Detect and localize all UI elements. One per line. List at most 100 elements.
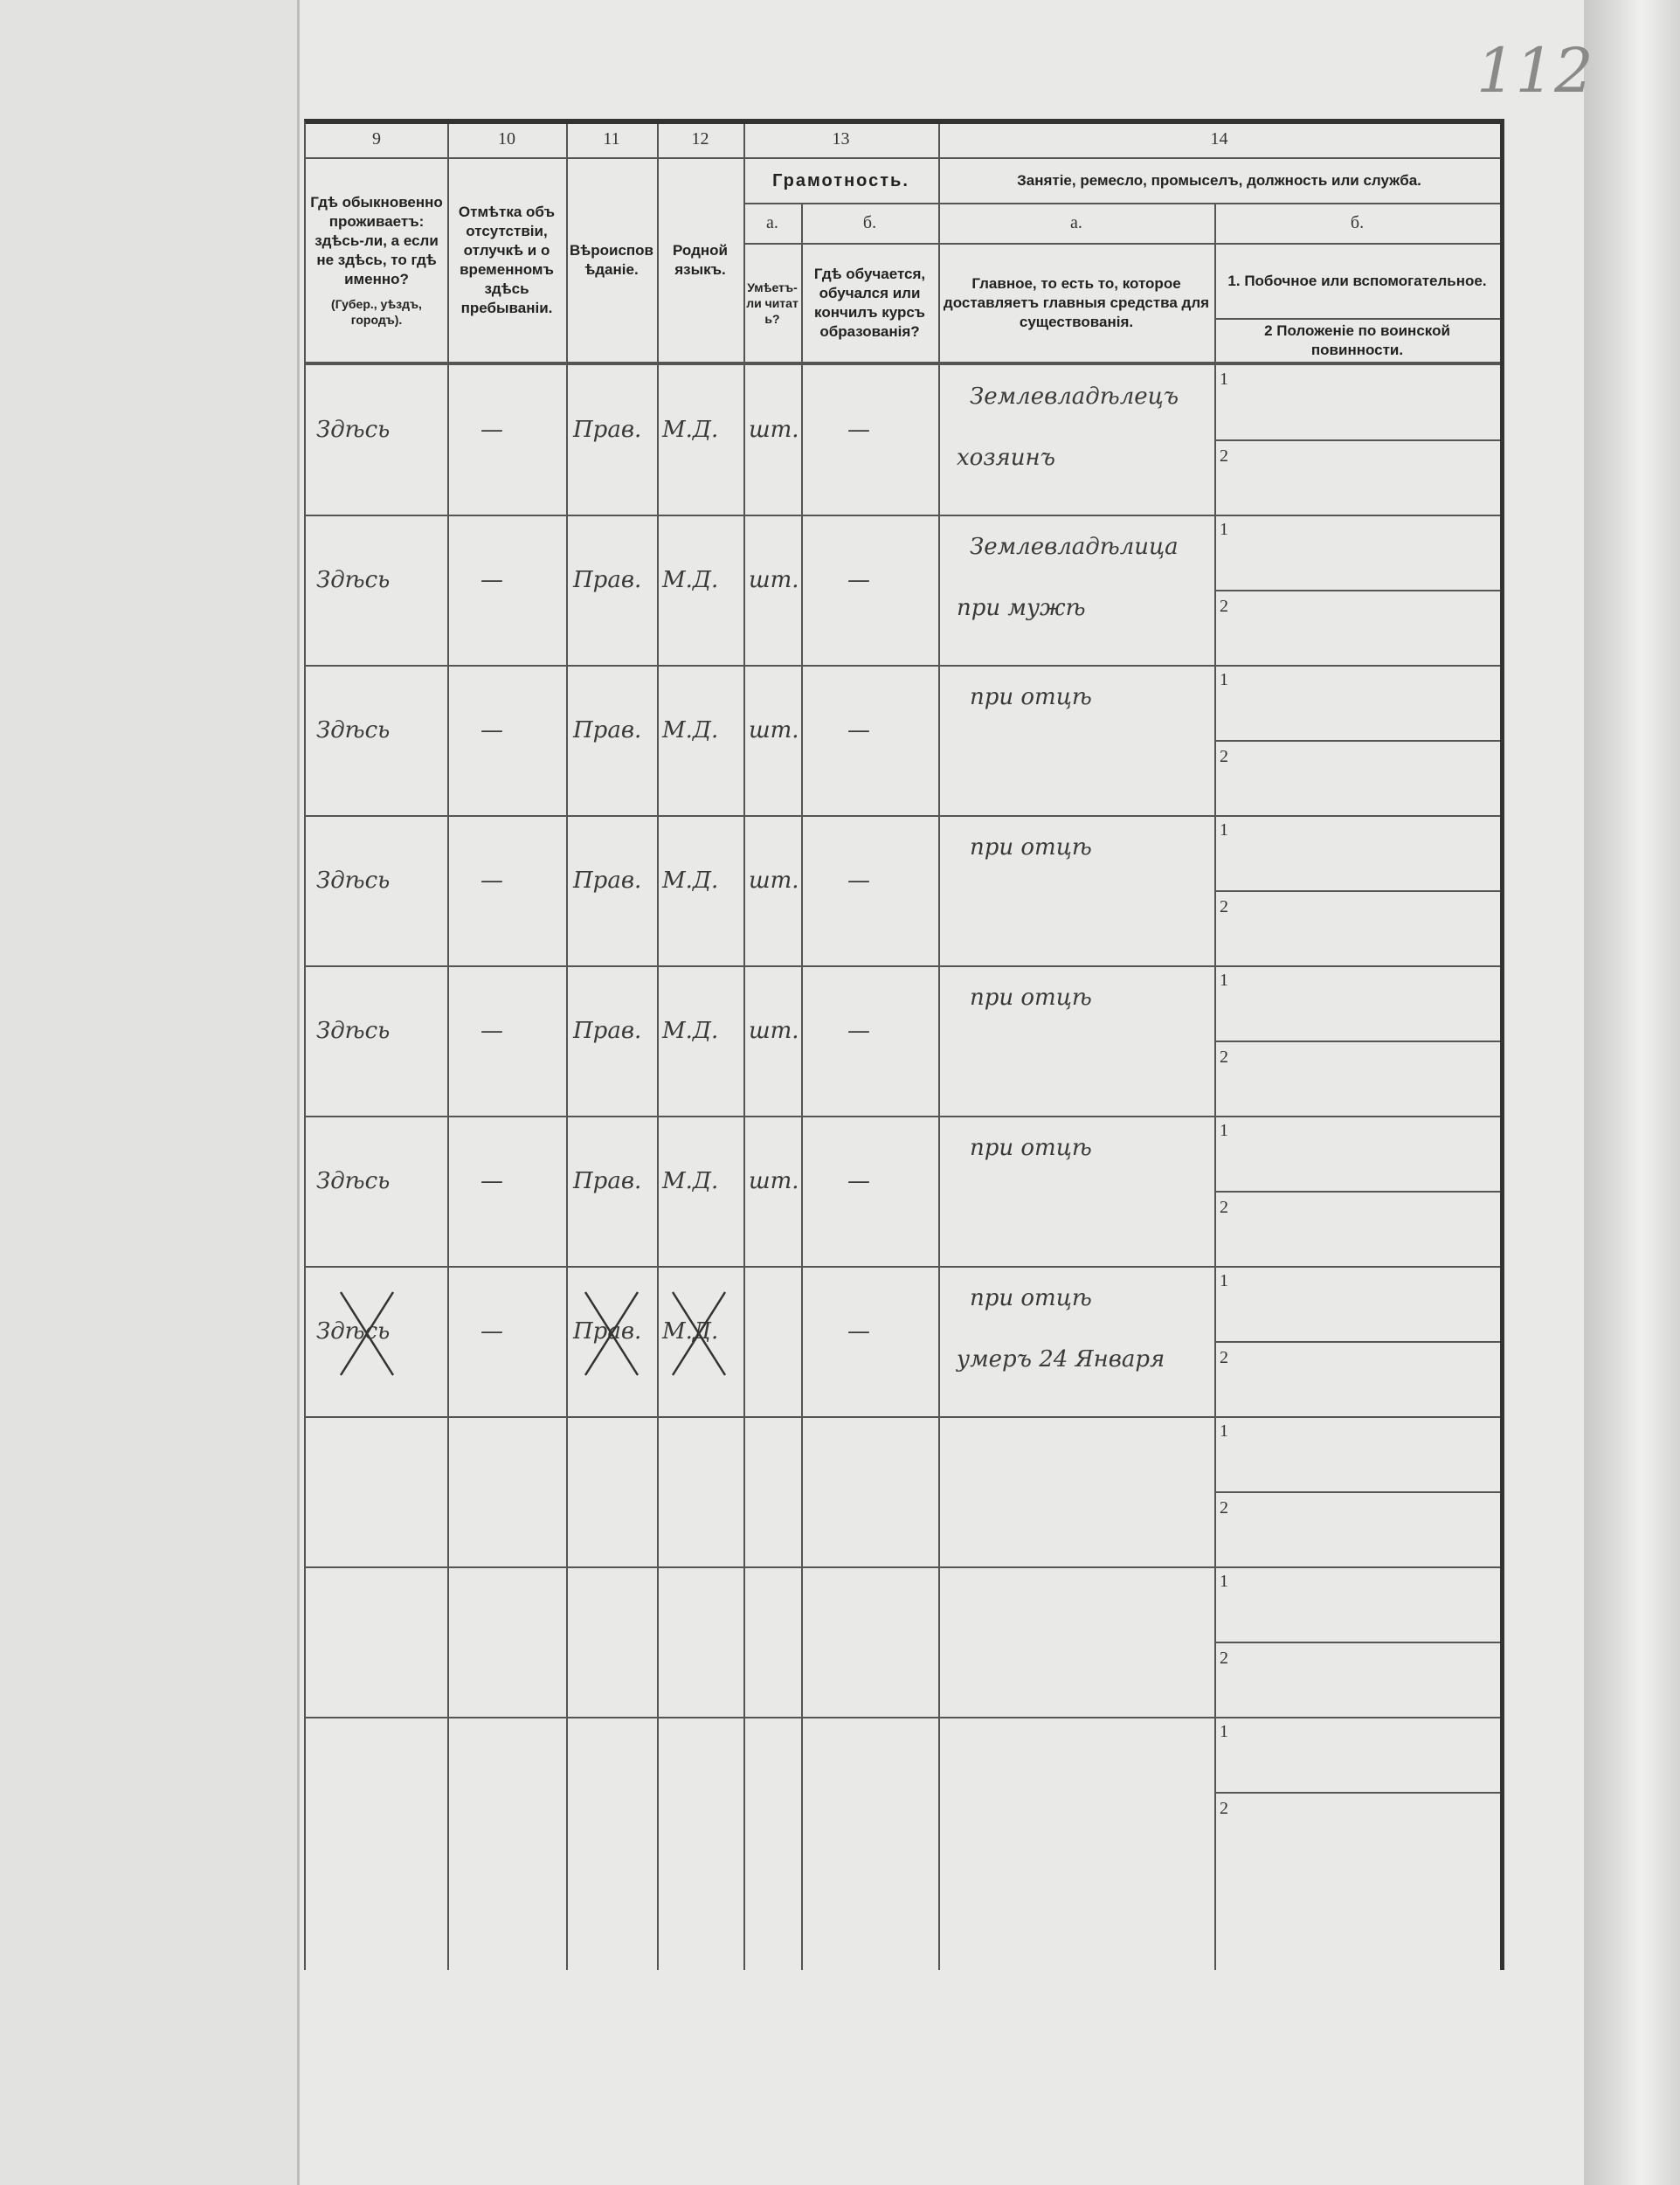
occupation-cell: умеръ 24 Января — [957, 1346, 1165, 1373]
col10-number: 10 — [498, 129, 515, 149]
residence-cell: Здѣсь — [316, 868, 391, 894]
sub-label-1: 1 — [1220, 971, 1228, 990]
occupation-cell: Землевладѣлица — [970, 534, 1179, 560]
col11-title: Вѣроисповѣданіе. — [570, 241, 653, 278]
col14b-item1: 1. Побочное или вспомогательное. — [1227, 272, 1487, 289]
sub-label-2: 2 — [1220, 897, 1228, 916]
education-cell: — — [847, 717, 870, 743]
sub-label-1: 1 — [1220, 370, 1228, 389]
column-divider — [938, 124, 940, 1970]
language-cell: М.Д. — [662, 1018, 719, 1044]
col13-header: Грамотность. — [743, 159, 938, 203]
column-divider — [447, 124, 449, 1970]
col13b-header: Гдѣ обучается, обучался или кончилъ курс… — [801, 245, 938, 362]
header-rule — [743, 243, 1500, 245]
row-divider — [306, 965, 1500, 967]
row-divider — [306, 815, 1500, 817]
column-divider — [743, 124, 745, 1970]
sub-label-2: 2 — [1220, 597, 1228, 616]
col13a-header: Умѣетъ-ли читать? — [743, 245, 801, 362]
education-cell: — — [847, 417, 870, 443]
sub-label-2: 2 — [1220, 1198, 1228, 1217]
occupation-cell: при мужѣ — [957, 595, 1086, 621]
sub-label-1: 1 — [1220, 1271, 1228, 1290]
occupation-cell: при отцѣ — [970, 834, 1092, 861]
sub-row-divider — [1214, 1491, 1500, 1493]
column-divider — [801, 204, 803, 1970]
education-cell: — — [847, 1318, 870, 1345]
language-cell: М.Д. — [662, 567, 719, 593]
row-divider — [306, 665, 1500, 667]
sub-row-divider — [1214, 1642, 1500, 1643]
col9-number: 9 — [372, 129, 381, 149]
sub-label-2: 2 — [1220, 446, 1228, 466]
occupation-cell: при отцѣ — [970, 1135, 1092, 1161]
sub-label-2: 2 — [1220, 1498, 1228, 1518]
sub-row-divider — [1214, 740, 1500, 742]
sub-label-2: 2 — [1220, 747, 1228, 766]
col13-title: Грамотность. — [772, 171, 909, 190]
header-rule — [1214, 318, 1500, 320]
sub-row-divider — [1214, 1191, 1500, 1193]
column-divider — [657, 124, 659, 1970]
col12-number: 12 — [691, 129, 709, 149]
sub-label-1: 1 — [1220, 1421, 1228, 1441]
row-divider — [306, 515, 1500, 516]
sub-row-divider — [1214, 1792, 1500, 1794]
sub-label-1: 1 — [1220, 1722, 1228, 1741]
col13a-label: а. — [766, 213, 778, 232]
header-rule — [306, 157, 1500, 159]
sub-label-1: 1 — [1220, 1572, 1228, 1591]
col14b-item2-box: 2 Положеніе по воинской повинности. — [1214, 320, 1500, 362]
header-rule — [743, 203, 1500, 204]
row-divider — [306, 1266, 1500, 1268]
row-divider — [306, 1416, 1500, 1418]
col14-title: Занятіе, ремесло, промыселъ, должность и… — [1017, 171, 1421, 189]
religion-cell: Прав. — [573, 567, 642, 593]
religion-cell: Прав. — [573, 868, 642, 894]
education-cell: — — [847, 567, 870, 593]
language-cell: М.Д. — [662, 417, 719, 443]
sub-label-1: 1 — [1220, 1121, 1228, 1140]
absence-cell: — — [480, 1018, 503, 1044]
absence-cell: — — [480, 1168, 503, 1194]
education-cell: — — [847, 868, 870, 894]
col9-note: (Губер., уѣздъ, городъ). — [331, 297, 422, 328]
col14-number: 14 — [1210, 129, 1228, 149]
previous-page-strip — [0, 0, 300, 2185]
col14b-item1-box: 1. Побочное или вспомогательное. — [1214, 245, 1500, 318]
col14b-label: б. — [1350, 213, 1365, 232]
absence-cell: — — [480, 417, 503, 443]
religion-cell: Прав. — [573, 1018, 642, 1044]
religion-cell: Прав. — [573, 1168, 642, 1194]
literacy-cell: шт. — [749, 417, 799, 443]
col14b-item2: 2 Положеніе по воинской повинности. — [1264, 322, 1450, 358]
residence-cell: Здѣсь — [316, 567, 391, 593]
col14a-label: а. — [1070, 213, 1082, 232]
language-cell: М.Д. — [662, 1318, 719, 1345]
sub-label-2: 2 — [1220, 1649, 1228, 1668]
religion-cell: Прав. — [573, 417, 642, 443]
col12-header: Родной языкъ. — [657, 159, 743, 362]
col10-header: Отмѣтка объ отсутствіи, отлучкѣ и о врем… — [447, 159, 566, 362]
sub-row-divider — [1214, 590, 1500, 591]
language-cell: М.Д. — [662, 717, 719, 743]
residence-cell: Здѣсь — [316, 1018, 391, 1044]
absence-cell: — — [480, 1318, 503, 1345]
literacy-cell: шт. — [749, 868, 799, 894]
row-divider — [306, 1566, 1500, 1568]
col14a-title: Главное, то есть то, которое доставляетъ… — [943, 274, 1210, 331]
sub-label-2: 2 — [1220, 1799, 1228, 1818]
absence-cell: — — [480, 717, 503, 743]
literacy-cell: шт. — [749, 1168, 799, 1194]
residence-cell: Здѣсь — [316, 1318, 391, 1345]
col9-header: Гдѣ обыкновенно проживаетъ: здѣсь-ли, а … — [306, 159, 447, 362]
col13-number: 13 — [832, 129, 850, 149]
language-cell: М.Д. — [662, 868, 719, 894]
education-cell: — — [847, 1168, 870, 1194]
sub-row-divider — [1214, 1041, 1500, 1042]
occupation-cell: при отцѣ — [970, 1285, 1092, 1311]
religion-cell: Прав. — [573, 717, 642, 743]
cross-out-mark — [584, 1291, 640, 1376]
occupation-cell: хозяинъ — [957, 445, 1055, 471]
